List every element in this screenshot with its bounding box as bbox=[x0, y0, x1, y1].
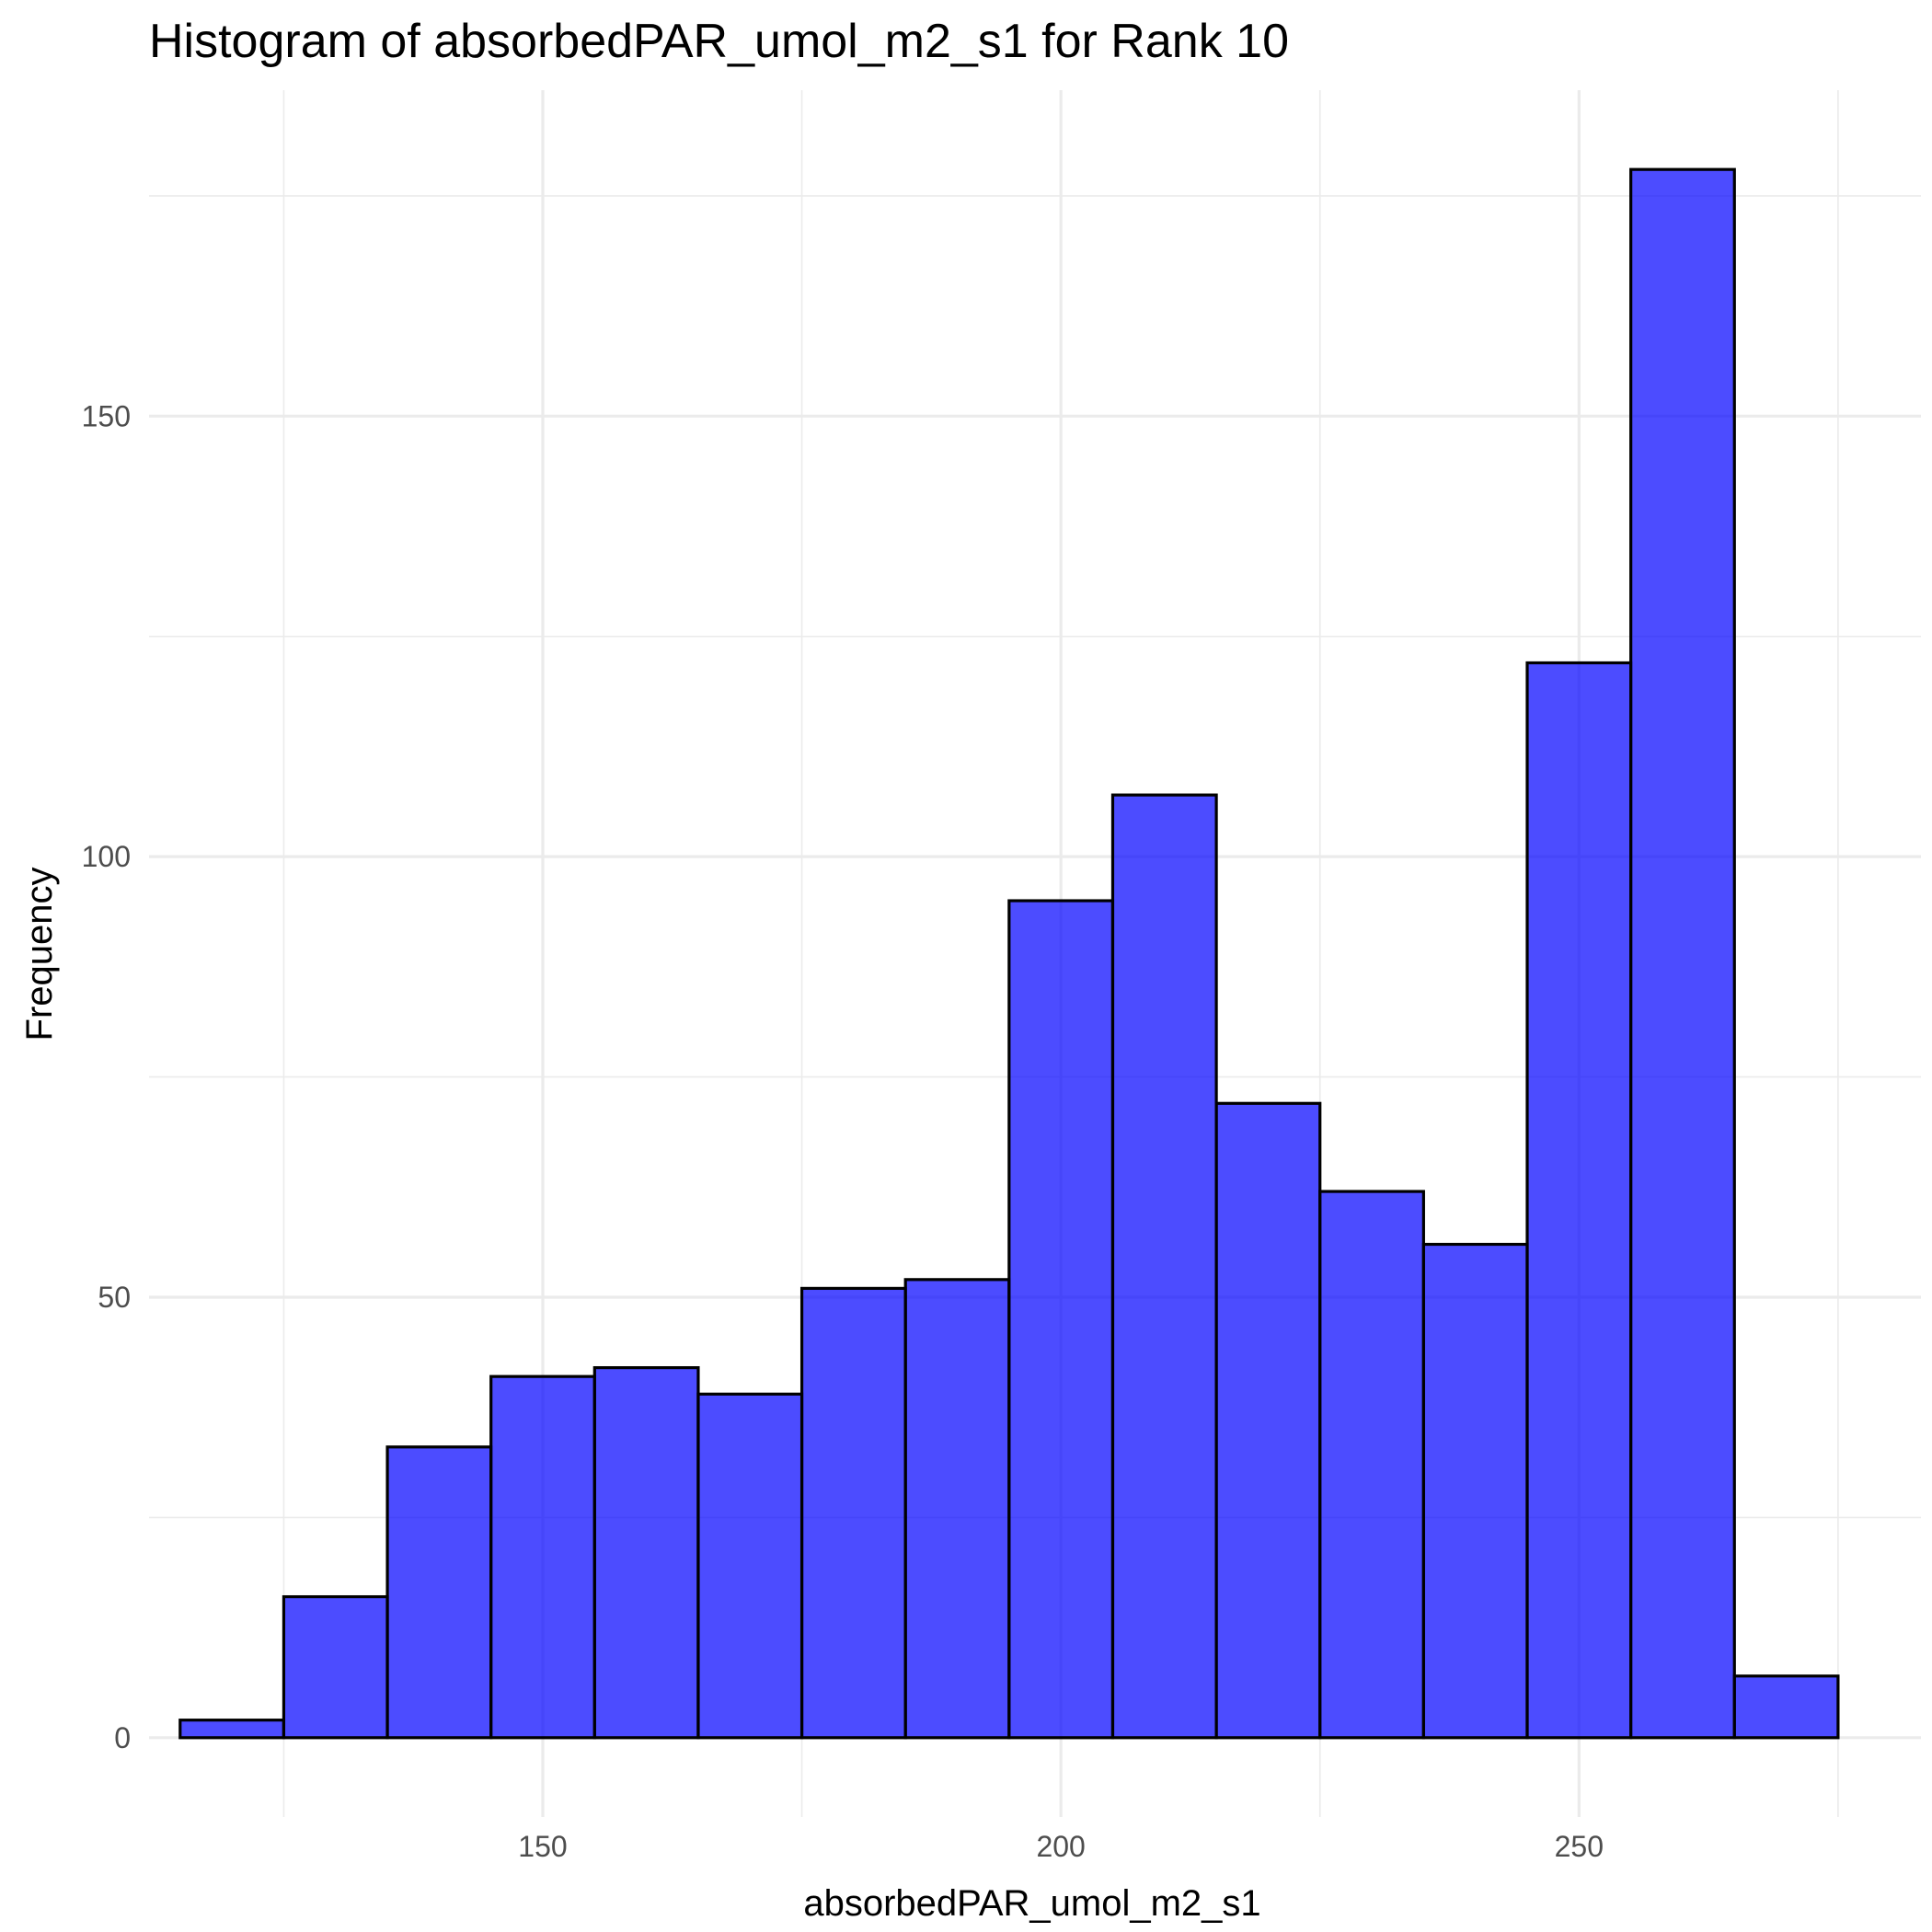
histogram-bars bbox=[178, 167, 1840, 1740]
histogram-bar bbox=[178, 1719, 286, 1740]
histogram-bar bbox=[1318, 1190, 1425, 1740]
histogram-bar bbox=[1732, 1674, 1840, 1740]
histogram-bar bbox=[385, 1445, 493, 1740]
y-axis-ticks: 0 50 100 150 bbox=[82, 399, 131, 1754]
histogram-bar bbox=[1110, 793, 1218, 1740]
histogram-bar bbox=[799, 1286, 907, 1740]
y-tick-label: 50 bbox=[98, 1281, 131, 1314]
x-tick-label: 200 bbox=[1036, 1830, 1085, 1863]
x-axis-ticks: 150 200 250 bbox=[518, 1830, 1604, 1863]
histogram-bar bbox=[1214, 1101, 1322, 1740]
histogram-bar bbox=[1007, 899, 1115, 1740]
y-tick-label: 150 bbox=[82, 399, 131, 432]
histogram-bar bbox=[489, 1374, 596, 1740]
histogram-bar bbox=[1525, 661, 1633, 1740]
x-axis-title: absorbedPAR_umol_m2_s1 bbox=[803, 1883, 1260, 1924]
histogram-bar bbox=[903, 1278, 1011, 1740]
y-tick-label: 0 bbox=[114, 1721, 131, 1754]
y-tick-label: 100 bbox=[82, 840, 131, 873]
histogram-bar bbox=[696, 1392, 804, 1740]
y-axis-title: Frequency bbox=[19, 868, 60, 1041]
histogram-bar bbox=[592, 1365, 700, 1740]
histogram-bar bbox=[1629, 167, 1736, 1740]
histogram-bar bbox=[282, 1594, 389, 1740]
chart-title: Histogram of absorbedPAR_umol_m2_s1 for … bbox=[149, 15, 1289, 68]
x-tick-label: 250 bbox=[1555, 1830, 1604, 1863]
x-tick-label: 150 bbox=[518, 1830, 567, 1863]
histogram-bar bbox=[1421, 1242, 1529, 1740]
